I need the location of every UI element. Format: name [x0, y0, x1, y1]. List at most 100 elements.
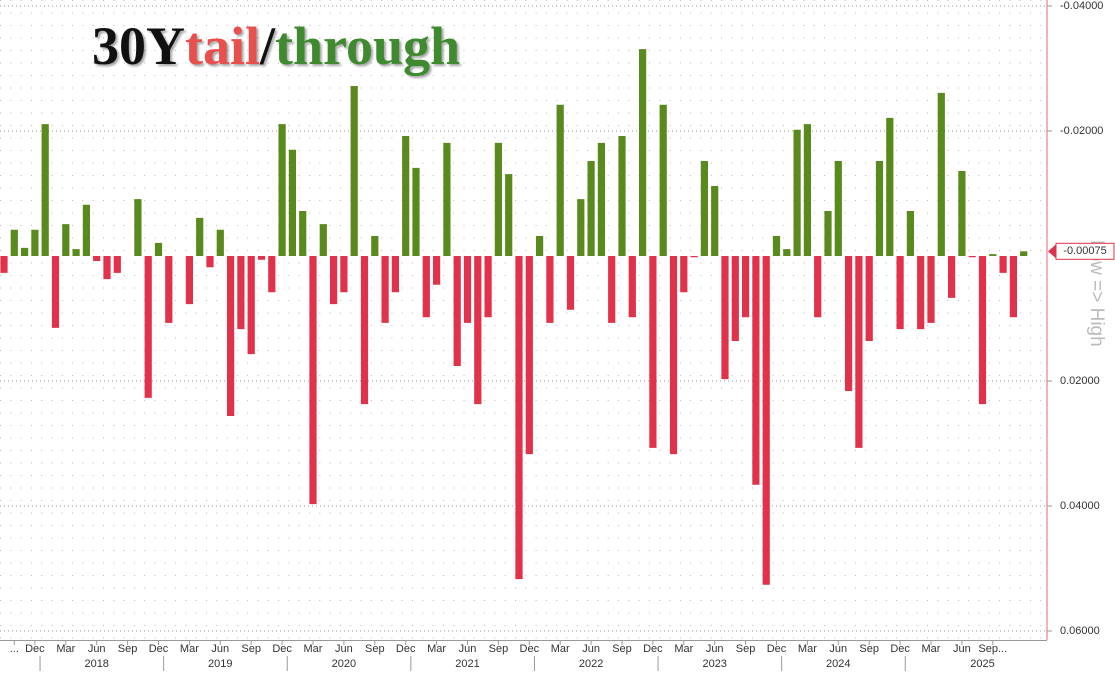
bar	[350, 86, 358, 256]
bar	[463, 256, 472, 323]
bar	[484, 256, 492, 318]
bar	[937, 92, 945, 256]
bar	[700, 161, 708, 256]
x-tick-label: Mar	[798, 643, 817, 655]
bar	[834, 161, 842, 256]
bar	[721, 256, 729, 380]
bar	[855, 256, 863, 448]
bar	[257, 256, 266, 260]
bar	[803, 124, 811, 256]
bar	[41, 124, 49, 256]
bar	[185, 256, 193, 305]
bar	[196, 217, 204, 256]
x-tick-label: Jun	[706, 643, 724, 655]
x-tick-label: Dec	[272, 643, 292, 655]
x-tick-label: Sep	[859, 643, 879, 655]
bar	[505, 174, 513, 256]
bar	[772, 236, 781, 256]
bar	[288, 149, 296, 256]
bar	[927, 256, 935, 323]
bar	[0, 256, 8, 273]
year-label: 2022	[579, 658, 603, 670]
x-tick-label: Dec	[396, 643, 416, 655]
bar	[206, 256, 214, 268]
bar	[597, 142, 605, 256]
bar	[227, 256, 235, 416]
x-tick-label: Dec	[520, 643, 540, 655]
bar	[453, 256, 461, 366]
x-tick-label: Dec	[767, 643, 787, 655]
x-tick-label: Jun	[211, 643, 229, 655]
x-tick-label: Sep	[736, 643, 756, 655]
bar	[896, 256, 904, 330]
bar	[762, 256, 770, 585]
bar	[391, 256, 399, 293]
x-tick-label: Mar	[674, 643, 693, 655]
year-label: 2025	[970, 658, 994, 670]
bar	[21, 247, 29, 256]
bar	[433, 256, 441, 285]
y-tick-label: 0.02000	[1060, 375, 1100, 387]
bar	[948, 256, 956, 298]
bar	[845, 256, 853, 391]
bar	[31, 229, 39, 256]
bar	[278, 124, 286, 256]
bar	[165, 256, 173, 323]
last-value-label: -0.00075	[1063, 245, 1106, 257]
bar	[340, 256, 348, 293]
x-tick-label: Sep	[489, 643, 509, 655]
bar	[793, 129, 801, 256]
bar	[216, 229, 224, 256]
bar	[93, 256, 101, 261]
x-tick-label: Mar	[427, 643, 446, 655]
year-label: 2023	[702, 658, 726, 670]
bar	[154, 242, 163, 256]
y-tick-label: 0.06000	[1060, 625, 1100, 637]
y-axis-label: Low => High	[1086, 240, 1107, 347]
bar	[628, 256, 636, 318]
x-tick-label: Mar	[180, 643, 199, 655]
bar	[360, 256, 369, 405]
y-tick-label: -0.02000	[1060, 125, 1103, 137]
year-label: 2021	[455, 658, 479, 670]
last-value-pointer	[1048, 244, 1056, 259]
bar	[824, 211, 832, 256]
x-tick-label: Sep	[612, 643, 632, 655]
y-tick-label: -0.04000	[1060, 0, 1103, 12]
title-part: tail	[185, 16, 260, 76]
year-label: 2020	[332, 658, 356, 670]
bar	[525, 256, 533, 455]
bar	[917, 256, 925, 330]
bar	[649, 256, 657, 448]
bar	[566, 256, 575, 310]
bar	[742, 256, 750, 318]
chart-title: 30Ytail/through	[92, 16, 460, 76]
x-tick-label: Mar	[56, 643, 75, 655]
bar	[814, 256, 822, 318]
bar	[144, 256, 152, 398]
title-part: through	[275, 16, 460, 76]
bar	[978, 256, 987, 405]
bar	[968, 256, 976, 258]
bar	[906, 211, 914, 256]
bar	[958, 171, 966, 256]
x-tick-label: Mar	[304, 643, 323, 655]
bar	[999, 256, 1007, 273]
bar	[875, 161, 884, 256]
bar	[731, 256, 739, 341]
bar	[865, 256, 873, 341]
title-part: 30Y	[92, 16, 185, 76]
x-tick-label: Jun	[582, 643, 600, 655]
bar	[608, 256, 616, 323]
last-value-box	[1055, 242, 1115, 260]
bar	[546, 256, 554, 323]
bar	[494, 142, 502, 256]
bar	[72, 249, 80, 256]
bar	[412, 167, 420, 256]
bar	[577, 199, 585, 256]
year-label: 2024	[826, 658, 850, 670]
bar	[402, 136, 410, 256]
bar	[680, 256, 688, 293]
bar	[639, 49, 647, 256]
